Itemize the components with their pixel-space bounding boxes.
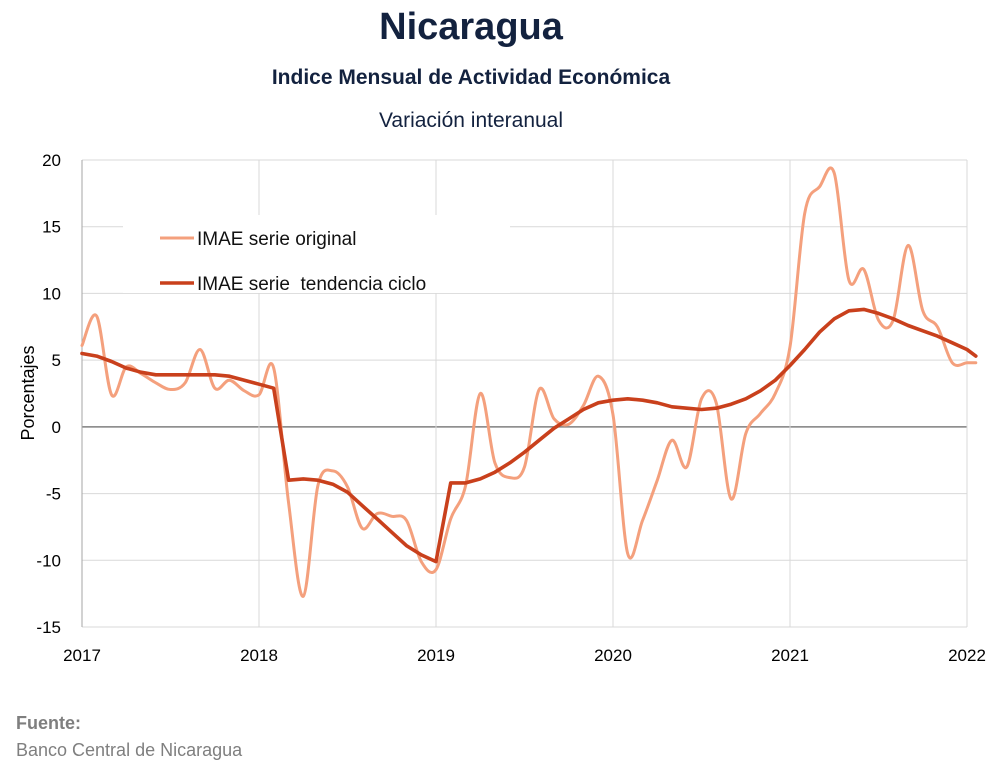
legend-label-original: IMAE serie original xyxy=(197,229,356,250)
y-tick-label: -5 xyxy=(46,485,61,504)
y-tick-label: 15 xyxy=(42,218,61,237)
chart-title: Nicaragua xyxy=(379,6,563,48)
source-text: Banco Central de Nicaragua xyxy=(16,740,243,760)
series-line-original xyxy=(80,166,978,598)
y-tick-label: 10 xyxy=(42,284,61,303)
x-tick-label: 2020 xyxy=(594,646,632,665)
plot-area xyxy=(80,166,978,598)
legend-box xyxy=(123,215,510,293)
y-tick-label: -10 xyxy=(36,551,61,570)
y-tick-label: 0 xyxy=(52,418,61,437)
x-tick-label: 2021 xyxy=(771,646,809,665)
chart-subtitle: Indice Mensual de Actividad Económica xyxy=(271,66,671,89)
y-tick-label: 20 xyxy=(42,151,61,170)
y-tick-label: -15 xyxy=(36,618,61,637)
x-tick-label: 2018 xyxy=(240,646,278,665)
x-tick-label: 2017 xyxy=(63,646,101,665)
series-line-trend xyxy=(80,307,978,564)
y-tick-label: 5 xyxy=(52,351,61,370)
legend-label-trend: IMAE serie tendencia ciclo xyxy=(197,274,426,295)
chart-caption: Variación interanual xyxy=(378,109,564,132)
legend: IMAE serie original IMAE serie tendencia… xyxy=(160,229,426,295)
source-label: Fuente: xyxy=(16,713,81,733)
x-tick-label: 2022 xyxy=(948,646,986,665)
y-axis-title: Porcentajes xyxy=(18,345,38,440)
x-tick-label: 2019 xyxy=(417,646,455,665)
